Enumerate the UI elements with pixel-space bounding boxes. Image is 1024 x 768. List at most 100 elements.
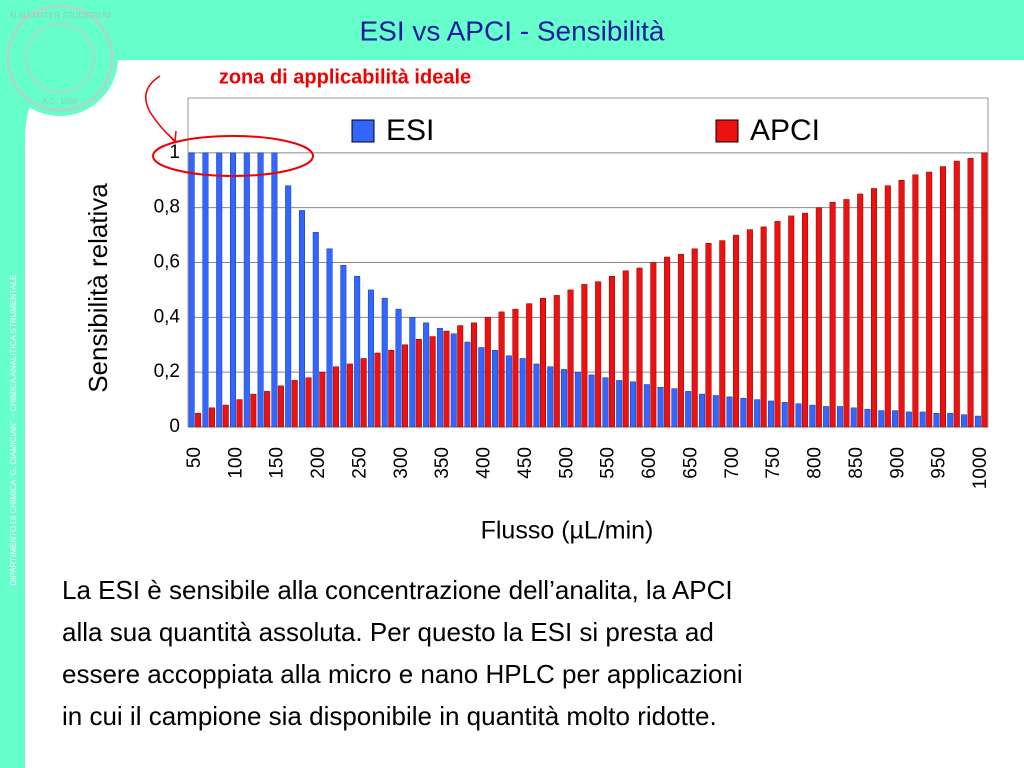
bar	[698, 393, 705, 428]
bar	[974, 415, 981, 428]
bar	[636, 267, 643, 428]
bar	[222, 404, 229, 428]
x-tick-label: 600	[639, 447, 660, 479]
bar	[815, 207, 822, 428]
annotation-arrow	[145, 75, 175, 141]
bar	[871, 188, 878, 428]
x-tick-label: 150	[267, 447, 288, 479]
bar	[561, 369, 568, 428]
bar	[926, 171, 933, 428]
bar	[464, 341, 471, 428]
bar	[277, 385, 284, 428]
bar	[657, 386, 664, 428]
bar	[195, 413, 202, 428]
bar	[354, 275, 361, 428]
x-tick-label: 300	[391, 447, 412, 479]
bar	[505, 355, 512, 428]
bar	[360, 358, 367, 428]
body-text: in cui il campione sia disponibile in qu…	[62, 701, 717, 731]
bar	[409, 317, 416, 428]
seal-text: ALMA MATER STUDIORUM	[9, 11, 111, 20]
bar	[726, 396, 733, 428]
x-tick-label: 800	[805, 447, 826, 479]
legend-swatch	[351, 119, 375, 143]
bar	[602, 377, 609, 428]
y-tick-label: 0,8	[154, 197, 180, 218]
bar	[236, 399, 243, 428]
bar	[864, 408, 871, 428]
y-tick-label: 1	[169, 142, 180, 163]
bar	[519, 358, 526, 428]
bar	[905, 411, 912, 428]
bar	[436, 328, 443, 428]
y-tick-label: 0,4	[154, 306, 181, 327]
bar	[829, 201, 836, 428]
bar	[740, 397, 747, 428]
bar	[285, 185, 292, 428]
bar	[512, 308, 519, 428]
x-axis-label: Flusso (µL/min)	[481, 517, 654, 545]
bar	[719, 240, 726, 428]
bar	[250, 393, 257, 428]
bar	[823, 406, 830, 428]
bar	[967, 158, 974, 428]
annotation: zona di applicabilità ideale	[219, 66, 471, 88]
bar	[850, 407, 857, 428]
bar	[691, 248, 698, 428]
seal-text: A.D. 1088	[42, 97, 78, 106]
x-tick-label: 350	[432, 447, 453, 479]
bar	[746, 229, 753, 428]
bar	[429, 336, 436, 428]
bar	[857, 193, 864, 428]
bar	[939, 166, 946, 428]
bar	[484, 317, 491, 428]
bar	[264, 391, 271, 428]
bar	[664, 256, 671, 428]
seal	[6, 4, 114, 112]
bar	[326, 248, 333, 428]
bar	[608, 275, 615, 428]
bar	[754, 399, 761, 428]
legend-label: APCI	[750, 114, 820, 147]
bar	[961, 414, 968, 428]
bar	[450, 333, 457, 428]
bar	[492, 349, 499, 428]
bar	[423, 322, 430, 428]
bar	[402, 344, 409, 428]
bar	[912, 174, 919, 428]
bar	[788, 215, 795, 428]
bar	[705, 243, 712, 428]
bar	[795, 403, 802, 428]
bar	[346, 363, 353, 428]
bar	[760, 226, 767, 428]
bar	[595, 281, 602, 428]
bar	[340, 264, 347, 428]
x-tick-label: 100	[225, 447, 246, 479]
y-tick-label: 0,2	[154, 361, 180, 382]
highlight-ellipse	[152, 135, 314, 177]
y-tick-label: 0,6	[154, 252, 180, 273]
body-text: La ESI è sensibile alla concentrazione d…	[62, 575, 733, 605]
bar	[781, 402, 788, 428]
bar	[588, 374, 595, 428]
bar	[553, 295, 560, 428]
bar	[581, 284, 588, 428]
bar	[443, 330, 450, 428]
x-tick-label: 250	[349, 447, 370, 479]
bar	[539, 297, 546, 428]
x-tick-label: 950	[929, 447, 950, 479]
bar	[230, 152, 237, 428]
bar	[650, 262, 657, 428]
x-tick-label: 200	[308, 447, 329, 479]
bar	[526, 303, 533, 428]
legend-swatch	[715, 119, 739, 143]
bar	[367, 289, 374, 428]
bar	[843, 199, 850, 428]
bar	[271, 152, 278, 428]
bar	[616, 380, 623, 428]
body-text: essere accoppiata alla micro e nano HPLC…	[62, 659, 743, 689]
x-tick-label: 550	[598, 447, 619, 479]
bar	[919, 411, 926, 428]
bar	[671, 388, 678, 428]
legend-label: ESI	[386, 114, 434, 147]
